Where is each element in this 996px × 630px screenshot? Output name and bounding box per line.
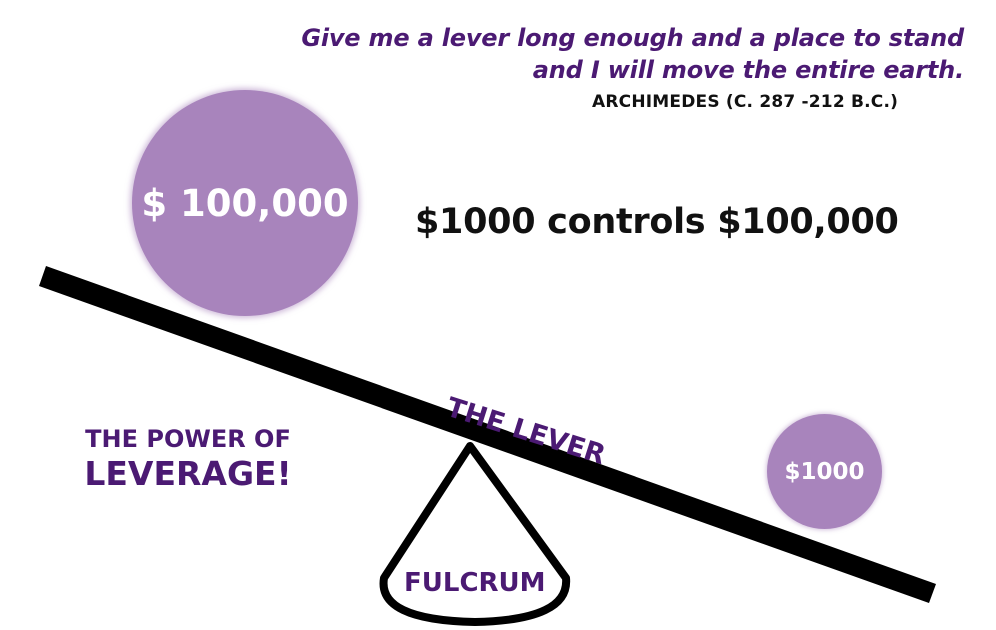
power-line-1: THE POWER OF: [85, 425, 291, 453]
quote-attribution: ARCHIMEDES (C. 287 -212 B.C.): [592, 92, 899, 112]
small-weight-label: $1000: [784, 458, 865, 485]
power-line-2: LEVERAGE!: [84, 454, 292, 493]
quote-line-1: Give me a lever long enough and a place …: [301, 24, 964, 52]
fulcrum-label: FULCRUM: [404, 568, 546, 598]
fulcrum-shape: [379, 442, 571, 626]
lever-beam: [39, 266, 936, 603]
power-of-leverage: THE POWER OF LEVERAGE!: [70, 424, 306, 494]
large-weight-circle: $ 100,000: [132, 90, 358, 316]
small-weight-circle: $1000: [767, 414, 882, 529]
quote-line-2: and I will move the entire earth.: [532, 56, 964, 84]
archimedes-quote: Give me a lever long enough and a place …: [264, 22, 964, 86]
headline: $1000 controls $100,000: [415, 202, 899, 242]
large-weight-label: $ 100,000: [141, 181, 349, 225]
